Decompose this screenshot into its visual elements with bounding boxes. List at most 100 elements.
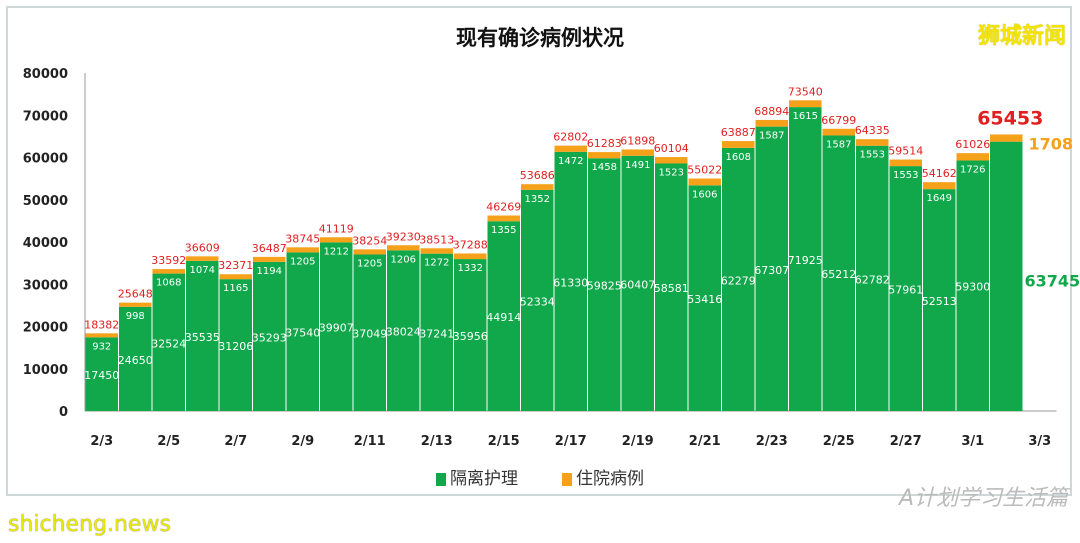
hospital-label: 1355 [491,225,516,236]
hospital-label: 1205 [290,256,315,267]
x-tick-label: 2/17 [555,434,587,449]
total-label: 46269 [486,201,521,214]
hospital-label: 1649 [927,193,952,204]
isolation-label: 35293 [252,331,287,344]
bar-hospital [588,152,621,159]
hospital-label: 998 [126,311,145,322]
x-tick-label: 2/5 [157,434,180,449]
bar-hospital [923,182,956,190]
y-tick-label: 30000 [23,278,68,293]
total-label: 61898 [620,134,655,147]
total-label: 37288 [453,238,488,251]
bar-hospital [420,248,453,254]
bar-hospital [889,159,922,167]
isolation-label: 59300 [955,281,990,294]
x-tick-label: 2/19 [622,434,654,449]
total-label: 68894 [754,105,789,118]
hospital-label: 1606 [692,189,717,200]
bar-isolation [186,260,219,411]
bar-hospital [822,128,855,136]
bar-hospital [789,100,822,108]
bar-isolation [956,160,989,411]
hospital-label: 1608 [726,152,751,163]
isolation-label: 39907 [319,322,354,335]
hospital-label: 1206 [391,254,416,265]
bar-hospital [186,256,219,261]
total-label: 18382 [84,318,119,331]
bar-isolation [420,253,453,411]
brand-logo: 狮城新闻 [977,24,1066,49]
bar-hospital [454,253,487,260]
footer-watermark: shicheng.news [8,512,171,537]
isolation-label: 44914 [486,311,521,324]
x-tick-label: 2/9 [291,434,314,449]
bar-isolation [990,141,1023,411]
bar-isolation [688,185,721,411]
hospital-label: 1472 [558,156,583,167]
x-tick-label: 2/23 [756,434,788,449]
bar-isolation [655,163,688,411]
isolation-label: 24650 [118,354,153,367]
bar-isolation [755,126,788,411]
hospital-label: 1523 [659,167,684,178]
isolation-label: 71925 [788,254,823,267]
isolation-label: 65212 [821,268,856,281]
isolation-label: 62782 [855,273,890,286]
bar-isolation [454,259,487,411]
legend-swatch-orange [562,473,572,486]
y-tick-label: 70000 [23,109,68,124]
y-tick-label: 50000 [23,194,68,209]
bar-hospital [856,139,889,146]
hospital-label: 1194 [257,266,282,277]
total-label: 33592 [151,254,186,267]
bar-isolation [923,189,956,411]
bar-isolation [789,107,822,411]
isolation-label: 67307 [754,264,789,277]
total-label: 63887 [721,126,756,139]
bar-hospital [320,237,353,243]
bar-isolation [85,337,118,411]
bar-isolation [320,242,353,411]
hospital-label: 1708 [1029,134,1074,153]
x-tick-label: 2/25 [823,434,855,449]
x-tick-label: 2/7 [224,434,247,449]
total-label: 54162 [922,167,957,180]
isolation-label: 31206 [218,340,253,353]
total-label: 73540 [788,85,823,98]
isolation-label: 37241 [419,327,454,340]
total-label: 32371 [218,259,253,272]
isolation-label: 37049 [352,328,387,341]
hospital-label: 932 [92,341,111,352]
bar-isolation [889,166,922,411]
total-label: 25648 [118,288,153,301]
isolation-label: 32524 [151,337,186,350]
y-tick-label: 60000 [23,152,68,167]
bar-hospital [655,157,688,164]
watermark: A计划学习生活篇 [898,486,1068,511]
isolation-label: 60407 [620,278,655,291]
bar-hospital [554,145,587,152]
hospital-label: 1212 [324,246,349,257]
hospital-label: 1491 [625,160,650,171]
bar-hospital [353,249,386,255]
hospital-label: 1587 [826,139,851,150]
x-tick-label: 3/1 [961,434,984,449]
isolation-label: 52513 [922,295,957,308]
bar-hospital [152,269,185,274]
total-label: 64335 [855,124,890,137]
bar-hospital [621,149,654,156]
isolation-label: 35956 [453,330,488,343]
legend-label: 隔离护理 [450,469,518,489]
bar-hospital [688,178,721,186]
isolation-label: 53416 [687,293,722,306]
x-tick-label: 2/27 [890,434,922,449]
bar-hospital [219,274,252,280]
isolation-label: 59825 [587,280,622,293]
hospital-label: 1165 [223,283,248,294]
bar-hospital [722,141,755,148]
isolation-label: 38024 [386,326,421,339]
legend-item-hospital: 住院病例 [562,464,644,489]
isolation-label: 58581 [654,282,689,295]
total-label: 62802 [553,131,588,144]
